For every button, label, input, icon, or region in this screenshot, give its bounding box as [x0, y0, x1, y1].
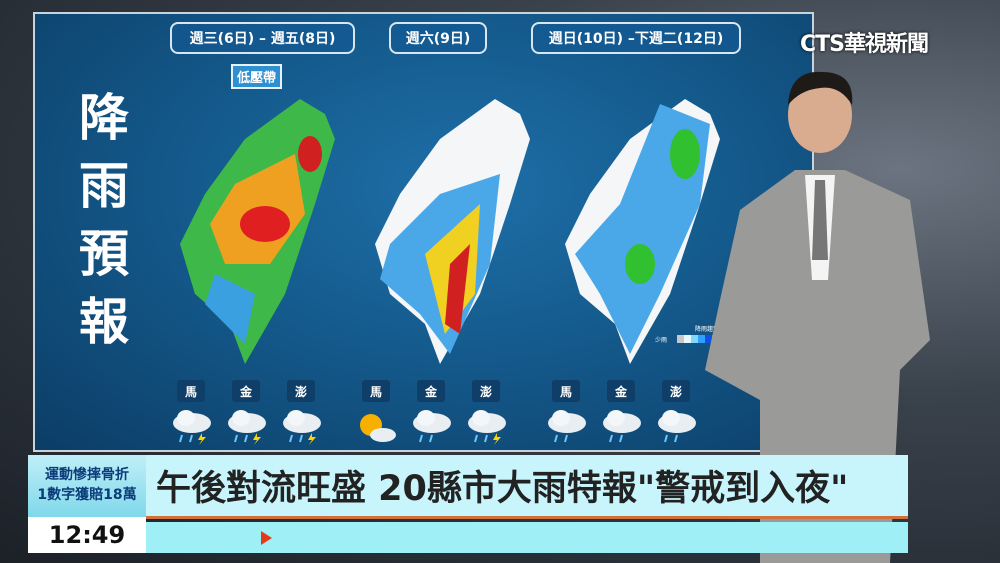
island-label: 澎 — [472, 380, 500, 402]
cts-logo: CTS華視新聞 — [800, 32, 929, 57]
rain-cloud-icon — [655, 409, 699, 445]
play-icon — [261, 531, 272, 545]
weather-display: 週三(6日) – 週五(8日) 週六(9日) 週日(10日) –下週二(12日)… — [33, 12, 814, 452]
news-ticker — [146, 522, 908, 553]
island-label: 澎 — [287, 380, 315, 402]
thunderstorm-icon — [465, 409, 509, 445]
low-pressure-tag: 低壓帶 — [231, 64, 283, 89]
island-label: 金 — [232, 380, 260, 402]
legend-swatch — [705, 335, 712, 343]
rain-map-3 — [565, 99, 720, 364]
period-label-2: 週六(9日) — [389, 22, 487, 54]
rain-cloud-icon — [410, 409, 454, 445]
thunderstorm-icon — [225, 409, 269, 445]
period-label-1: 週三(6日) – 週五(8日) — [170, 22, 355, 54]
period-label-3: 週日(10日) –下週二(12日) — [531, 22, 741, 54]
page-title: 降雨預報 — [79, 89, 129, 351]
legend-swatch — [698, 335, 705, 343]
thunderstorm-icon — [170, 409, 214, 445]
island-label: 金 — [417, 380, 445, 402]
rain-map-1 — [180, 99, 335, 364]
thunderstorm-icon — [280, 409, 324, 445]
lower-third: 運動慘摔骨折 1數字獲賠18萬 12:49 午後對流旺盛 20縣市大雨特報"警戒… — [28, 455, 908, 555]
rain-cloud-icon — [600, 409, 644, 445]
legend-swatch — [691, 335, 698, 343]
island-label: 金 — [607, 380, 635, 402]
rain-map-2 — [375, 99, 530, 364]
island-label: 馬 — [177, 380, 205, 402]
legend-low-label: 少雨 — [655, 337, 668, 344]
clock: 12:49 — [28, 517, 146, 553]
island-label: 馬 — [552, 380, 580, 402]
island-label: 澎 — [662, 380, 690, 402]
side-headline: 運動慘摔骨折 1數字獲賠18萬 — [28, 455, 146, 517]
headline: 午後對流旺盛 20縣市大雨特報"警戒到入夜" — [146, 455, 908, 519]
rain-cloud-icon — [545, 409, 589, 445]
island-label: 馬 — [362, 380, 390, 402]
side-headline-line2: 1數字獲賠18萬 — [37, 487, 137, 503]
side-headline-line1: 運動慘摔骨折 — [45, 467, 129, 483]
sunny-cloudy-icon — [355, 409, 399, 445]
legend-swatch — [684, 335, 691, 343]
legend-swatch — [677, 335, 684, 343]
